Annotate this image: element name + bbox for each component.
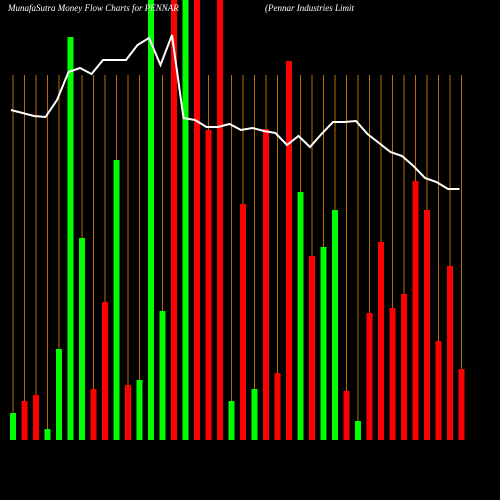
bar <box>136 380 143 440</box>
plot <box>10 0 465 440</box>
bar <box>148 0 154 440</box>
bar <box>435 341 442 440</box>
bar <box>79 238 85 440</box>
bar <box>21 401 28 440</box>
money-flow-line <box>10 34 460 190</box>
bar <box>56 349 62 440</box>
bar <box>102 302 108 440</box>
bar <box>343 391 350 440</box>
bar <box>113 160 120 440</box>
bar <box>240 204 246 440</box>
bar <box>286 61 292 440</box>
bar <box>67 37 74 440</box>
bar <box>412 181 419 440</box>
bar <box>274 373 281 440</box>
bar <box>389 308 396 440</box>
bar <box>355 421 361 440</box>
bar <box>217 0 223 440</box>
bar <box>228 401 235 440</box>
bar <box>44 429 51 440</box>
bar <box>401 294 407 440</box>
bar <box>378 242 384 440</box>
bar <box>332 210 338 440</box>
bar <box>159 311 166 440</box>
bar <box>251 389 258 440</box>
chart-subtitle: (Pennar Industries Limit <box>265 3 354 13</box>
bar <box>171 0 177 440</box>
bar <box>309 256 315 440</box>
bar <box>366 313 373 440</box>
bar <box>125 385 131 440</box>
bar <box>90 389 97 440</box>
bar <box>458 369 465 440</box>
bar <box>205 130 212 440</box>
bar <box>297 192 304 440</box>
bar <box>424 210 430 440</box>
bar <box>447 266 453 440</box>
bar <box>320 247 327 440</box>
bar <box>182 0 189 440</box>
bar <box>10 413 16 440</box>
bar <box>194 0 200 440</box>
bar <box>263 129 269 440</box>
chart-title: MunafaSutra Money Flow Charts for PENNAR <box>7 3 179 13</box>
bar <box>33 395 39 440</box>
